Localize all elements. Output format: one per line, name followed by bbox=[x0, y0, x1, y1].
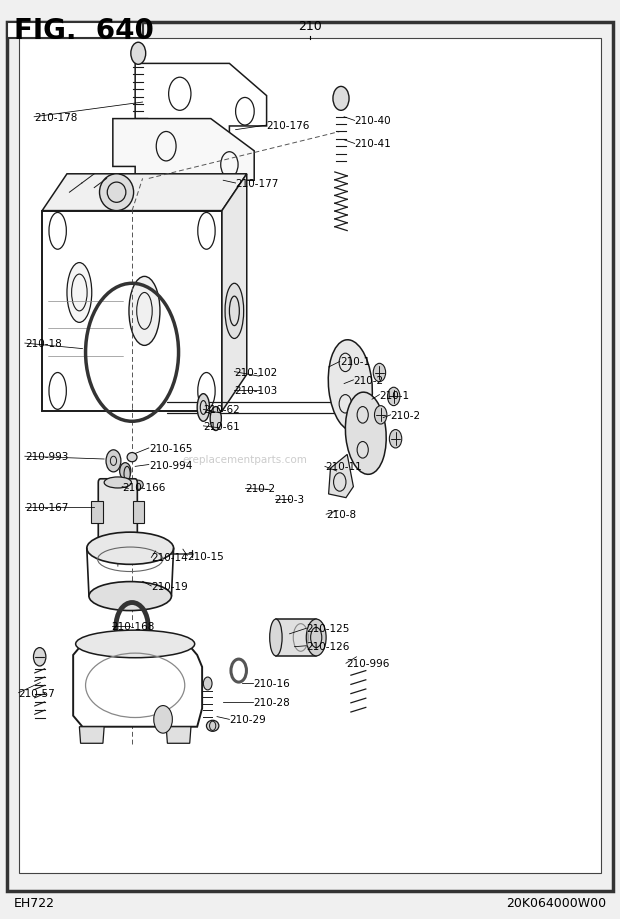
Text: 210-176: 210-176 bbox=[267, 121, 310, 130]
Text: 210-3: 210-3 bbox=[275, 494, 305, 504]
Ellipse shape bbox=[87, 533, 174, 564]
Text: 210-61: 210-61 bbox=[203, 422, 240, 431]
Text: 210-15: 210-15 bbox=[187, 551, 224, 561]
Circle shape bbox=[373, 364, 386, 382]
Text: EH722: EH722 bbox=[14, 896, 55, 909]
Text: FIG.  640: FIG. 640 bbox=[14, 17, 154, 45]
Ellipse shape bbox=[76, 630, 195, 658]
Text: 210-2: 210-2 bbox=[391, 411, 421, 420]
Text: 210-1: 210-1 bbox=[340, 357, 370, 367]
Ellipse shape bbox=[206, 720, 219, 732]
Ellipse shape bbox=[133, 481, 143, 490]
Text: 210-18: 210-18 bbox=[25, 339, 61, 348]
Ellipse shape bbox=[225, 284, 244, 339]
Ellipse shape bbox=[345, 392, 386, 475]
Text: 210-102: 210-102 bbox=[234, 368, 278, 377]
Text: 210-166: 210-166 bbox=[122, 482, 166, 492]
Bar bbox=[133, 502, 144, 524]
Circle shape bbox=[154, 539, 161, 549]
Text: 210-40: 210-40 bbox=[355, 117, 391, 126]
Text: 210-996: 210-996 bbox=[346, 659, 389, 668]
Circle shape bbox=[154, 706, 172, 733]
Text: 210-19: 210-19 bbox=[151, 582, 188, 591]
Circle shape bbox=[389, 430, 402, 448]
Circle shape bbox=[120, 463, 131, 480]
Text: 210-994: 210-994 bbox=[149, 460, 192, 470]
Bar bbox=[7, 23, 143, 39]
Circle shape bbox=[106, 450, 121, 472]
Ellipse shape bbox=[67, 263, 92, 323]
Ellipse shape bbox=[270, 619, 282, 656]
Ellipse shape bbox=[89, 582, 171, 611]
Text: 210-1: 210-1 bbox=[379, 391, 410, 400]
Polygon shape bbox=[79, 727, 104, 743]
Text: 210-14: 210-14 bbox=[151, 553, 188, 562]
Text: 210-8: 210-8 bbox=[326, 510, 356, 519]
Text: 210-16: 210-16 bbox=[253, 679, 290, 688]
Text: 210-2: 210-2 bbox=[353, 376, 384, 385]
Text: 210-993: 210-993 bbox=[25, 452, 68, 461]
Text: 210-125: 210-125 bbox=[306, 624, 350, 633]
Ellipse shape bbox=[197, 394, 210, 422]
Circle shape bbox=[123, 480, 131, 491]
Polygon shape bbox=[135, 64, 267, 142]
Circle shape bbox=[388, 388, 400, 406]
Ellipse shape bbox=[129, 278, 160, 346]
Polygon shape bbox=[42, 175, 247, 211]
Text: 210-62: 210-62 bbox=[203, 405, 240, 414]
Ellipse shape bbox=[111, 481, 121, 490]
Bar bbox=[276, 619, 316, 656]
Text: 210-29: 210-29 bbox=[229, 715, 266, 724]
Text: 210-2: 210-2 bbox=[246, 484, 276, 494]
Text: 210-103: 210-103 bbox=[234, 386, 278, 395]
Circle shape bbox=[333, 87, 349, 111]
Text: ereplacementparts.com: ereplacementparts.com bbox=[182, 455, 308, 464]
Ellipse shape bbox=[127, 453, 137, 462]
Text: 210-41: 210-41 bbox=[355, 140, 391, 149]
Text: 210-126: 210-126 bbox=[306, 641, 350, 651]
Text: 210-165: 210-165 bbox=[149, 444, 192, 453]
Ellipse shape bbox=[306, 619, 326, 656]
Circle shape bbox=[374, 406, 387, 425]
Text: 210-57: 210-57 bbox=[19, 688, 55, 698]
Text: 210-28: 210-28 bbox=[253, 698, 290, 707]
Text: 210-167: 210-167 bbox=[25, 503, 68, 512]
Circle shape bbox=[131, 43, 146, 65]
Ellipse shape bbox=[104, 478, 131, 489]
Polygon shape bbox=[222, 175, 247, 412]
Text: 210-11: 210-11 bbox=[325, 462, 361, 471]
Text: 210-177: 210-177 bbox=[236, 179, 279, 188]
Ellipse shape bbox=[124, 489, 130, 504]
Polygon shape bbox=[113, 119, 254, 193]
Text: 210-168: 210-168 bbox=[112, 622, 155, 631]
Circle shape bbox=[203, 677, 212, 690]
Polygon shape bbox=[73, 644, 202, 727]
Ellipse shape bbox=[124, 467, 130, 482]
Text: 20K064000W00: 20K064000W00 bbox=[507, 896, 606, 909]
Polygon shape bbox=[329, 455, 353, 498]
FancyBboxPatch shape bbox=[98, 480, 138, 546]
Circle shape bbox=[33, 648, 46, 666]
Bar bbox=[92, 502, 103, 524]
Polygon shape bbox=[42, 211, 222, 412]
Polygon shape bbox=[166, 727, 191, 743]
Ellipse shape bbox=[210, 407, 221, 431]
Ellipse shape bbox=[104, 537, 131, 548]
Bar bbox=[154, 540, 161, 559]
Text: 210-178: 210-178 bbox=[34, 113, 78, 122]
Ellipse shape bbox=[99, 175, 134, 211]
Ellipse shape bbox=[328, 340, 373, 432]
Text: 210: 210 bbox=[298, 20, 322, 33]
